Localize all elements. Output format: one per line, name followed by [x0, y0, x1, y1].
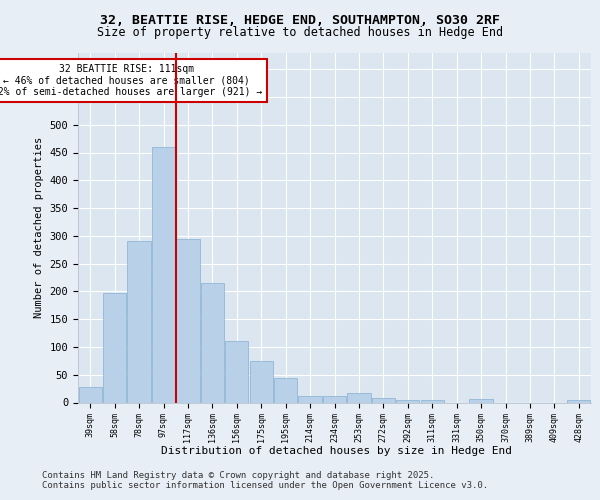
Bar: [201, 283, 224, 403]
Bar: [396, 400, 419, 402]
Bar: [152, 147, 175, 403]
Bar: [469, 399, 493, 402]
Bar: [347, 392, 371, 402]
Bar: [103, 293, 126, 403]
Text: 32 BEATTIE RISE: 111sqm
← 46% of detached houses are smaller (804)
52% of semi-d: 32 BEATTIE RISE: 111sqm ← 46% of detache…: [0, 64, 262, 97]
Bar: [421, 400, 444, 402]
Bar: [127, 242, 151, 402]
Y-axis label: Number of detached properties: Number of detached properties: [34, 137, 44, 318]
Bar: [225, 342, 248, 402]
Bar: [250, 361, 273, 403]
Text: Contains public sector information licensed under the Open Government Licence v3: Contains public sector information licen…: [42, 480, 488, 490]
Text: Contains HM Land Registry data © Crown copyright and database right 2025.: Contains HM Land Registry data © Crown c…: [42, 470, 434, 480]
Bar: [79, 387, 102, 402]
Text: 32, BEATTIE RISE, HEDGE END, SOUTHAMPTON, SO30 2RF: 32, BEATTIE RISE, HEDGE END, SOUTHAMPTON…: [100, 14, 500, 27]
Bar: [176, 238, 200, 402]
Text: Distribution of detached houses by size in Hedge End: Distribution of detached houses by size …: [161, 446, 512, 456]
Bar: [567, 400, 590, 402]
Bar: [274, 378, 297, 402]
Bar: [372, 398, 395, 402]
Text: Size of property relative to detached houses in Hedge End: Size of property relative to detached ho…: [97, 26, 503, 39]
Bar: [323, 396, 346, 402]
Bar: [298, 396, 322, 402]
